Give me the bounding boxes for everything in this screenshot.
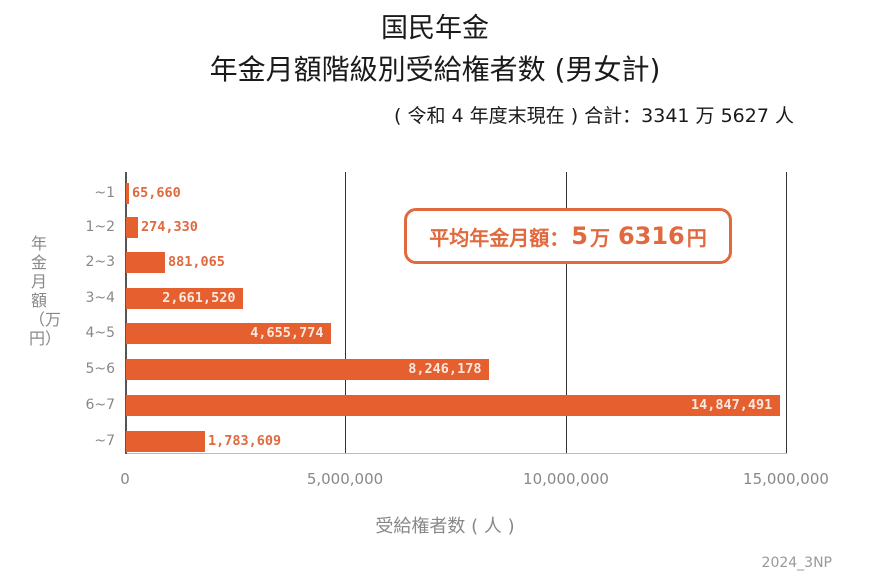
bar-6: [126, 395, 780, 416]
category-label: 1~2: [85, 219, 115, 235]
gridline-15m: [786, 172, 787, 454]
gridline-5m: [345, 172, 346, 454]
bar-value-label: 2,661,520: [162, 290, 236, 306]
bar-value-label: 8,246,178: [408, 361, 482, 377]
callout-unit-man: 万: [589, 225, 610, 250]
callout-amount-rest: 6316: [617, 222, 685, 250]
bar-3: [126, 288, 243, 309]
plot-area: 65,660 274,330 881,065 2,661,520 4,655,774 8,…: [125, 172, 787, 454]
chart-title-line1: 国民年金: [381, 13, 489, 44]
x-tick-15m: 15,000,000: [743, 470, 829, 488]
category-label: 2~3: [85, 254, 115, 270]
category-label: ~1: [94, 185, 115, 201]
bar-1: [126, 217, 138, 238]
bar-value-label: 14,847,491: [691, 397, 773, 413]
bar-0: [126, 183, 129, 204]
callout-amount-man: 5: [571, 222, 588, 250]
bar-value-label: 1,783,609: [208, 433, 282, 449]
y-axis-line: [125, 172, 127, 454]
x-tick-0: 0: [120, 470, 130, 488]
callout-label: 平均年金月額：: [429, 225, 570, 250]
x-axis-line: [125, 453, 787, 454]
y-axis-label: 年金月額（万円）: [29, 234, 62, 348]
callout-unit-yen: 円: [686, 225, 707, 250]
bar-value-label: 881,065: [168, 254, 225, 270]
x-tick-10m: 10,000,000: [523, 470, 609, 488]
bar-value-label: 4,655,774: [250, 325, 324, 341]
bar-4: [126, 323, 331, 344]
source-credit: 2024_3NP: [761, 555, 832, 571]
category-label: 6~7: [85, 397, 115, 413]
bar-value-label: 65,660: [132, 185, 181, 201]
gridline-10m: [566, 172, 567, 454]
category-label: ~7: [94, 433, 115, 449]
x-axis-label: 受給権者数 ( 人 ): [375, 516, 515, 537]
bar-2: [126, 252, 165, 273]
chart-subtitle: ( 令和 4 年度末現在 ) 合計：3341 万 5627 人: [394, 105, 794, 127]
bar-7: [126, 431, 205, 452]
x-tick-5m: 5,000,000: [306, 470, 384, 488]
average-pension-callout: 平均年金月額： 5 万 6316 円: [404, 208, 732, 264]
category-label: 5~6: [85, 361, 115, 377]
bar-5: [126, 359, 489, 380]
category-label: 3~4: [85, 290, 115, 306]
bar-value-label: 274,330: [141, 219, 198, 235]
category-label: 4~5: [85, 325, 115, 341]
chart-title-line2: 年金月額階級別受給権者数 (男女計): [209, 53, 661, 86]
